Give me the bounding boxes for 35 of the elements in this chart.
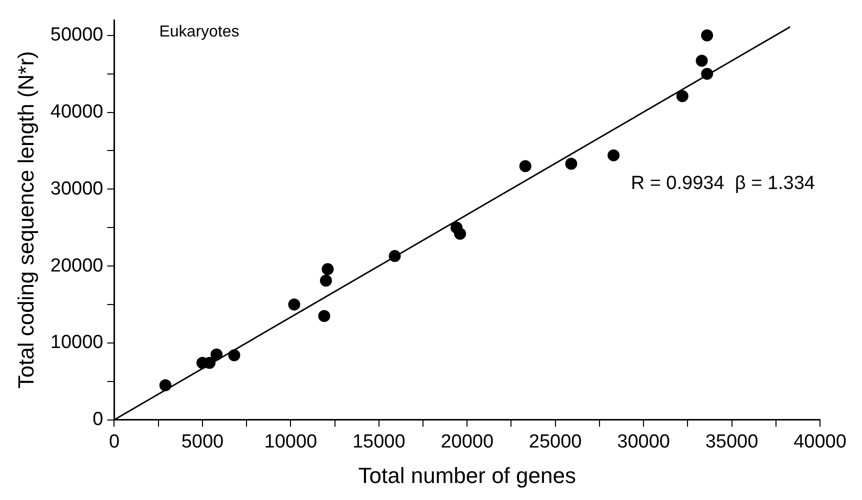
- y-tick-label: 0: [92, 409, 104, 430]
- point: [210, 348, 223, 360]
- point: [696, 54, 708, 67]
- x-tick-label: 20000: [440, 431, 494, 452]
- y-axis-title: Total coding sequence length (N*r): [13, 51, 38, 389]
- x-tick-label: 35000: [705, 431, 758, 452]
- point: [676, 90, 688, 102]
- point: [318, 310, 330, 322]
- point: [159, 379, 172, 392]
- annotation: R = 0.9934 β = 1.334: [630, 173, 816, 194]
- point: [565, 158, 578, 170]
- x-tick-label: 15000: [352, 431, 406, 452]
- y-tick-label: 50000: [50, 24, 104, 46]
- point: [701, 29, 714, 42]
- x-tick-label: 30000: [617, 431, 670, 452]
- x-tick-label: 40000: [794, 431, 846, 452]
- point: [322, 263, 334, 276]
- point: [228, 349, 240, 362]
- x-axis-title: Total number of genes: [358, 462, 576, 488]
- point: [519, 160, 532, 172]
- x-tick-label: 0: [108, 431, 120, 452]
- point: [388, 250, 401, 262]
- point: [454, 228, 466, 240]
- annotation: Eukaryotes: [159, 23, 240, 40]
- x-tick-label: 10000: [264, 431, 318, 452]
- point: [608, 149, 620, 162]
- y-tick-label: 20000: [50, 255, 104, 276]
- y-tick-label: 10000: [50, 332, 104, 354]
- x-tick-label: 5000: [181, 431, 224, 452]
- x-tick-label: 25000: [528, 431, 582, 452]
- point: [320, 274, 332, 287]
- y-tick-label: 40000: [50, 101, 104, 122]
- point: [701, 68, 714, 80]
- y-tick-label: 30000: [50, 178, 104, 200]
- point: [288, 298, 300, 310]
